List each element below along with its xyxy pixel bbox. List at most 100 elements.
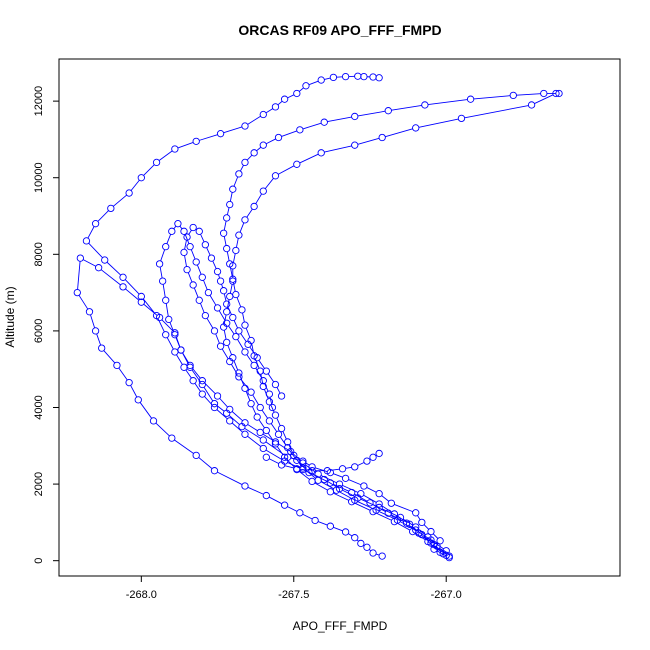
data-point	[256, 367, 264, 375]
chart-title: ORCAS RF09 APO_FFF_FMPD	[238, 22, 441, 38]
data-point	[317, 76, 325, 84]
data-point	[445, 552, 453, 560]
data-point	[375, 449, 383, 458]
data-point	[226, 292, 234, 301]
data-point	[268, 403, 277, 412]
data-point	[216, 342, 225, 350]
data-point	[308, 477, 316, 486]
data-point	[540, 89, 548, 98]
data-point	[210, 400, 219, 408]
series-line	[184, 228, 442, 553]
data-point	[412, 124, 420, 132]
data-point	[235, 231, 243, 239]
data-point	[366, 499, 374, 507]
data-point	[159, 277, 167, 285]
data-point	[229, 275, 237, 283]
data-point	[378, 552, 386, 560]
plot-frame	[58, 58, 621, 577]
data-point	[341, 474, 350, 482]
data-point	[314, 476, 322, 484]
data-point	[229, 354, 237, 362]
data-point	[235, 170, 243, 178]
data-point	[360, 482, 368, 490]
x-axis-label: APO_FFF_FMPD	[293, 619, 388, 633]
data-point	[271, 103, 280, 111]
y-tick-label: 12000	[33, 86, 45, 117]
data-point	[134, 396, 142, 404]
data-point	[271, 438, 280, 446]
data-point	[238, 306, 246, 314]
data-point	[229, 185, 237, 193]
data-point	[235, 327, 243, 335]
x-axis: -268.0 -267.5 -267.0	[126, 576, 462, 601]
data-point	[412, 509, 420, 517]
data-point	[375, 74, 383, 82]
y-tick-label: 6000	[33, 319, 45, 343]
data-point	[280, 95, 289, 103]
series-6	[219, 89, 563, 555]
data-point	[219, 287, 228, 295]
plot-area	[73, 72, 563, 562]
data-point	[436, 537, 444, 545]
series-4	[180, 223, 447, 558]
data-point	[226, 417, 234, 425]
data-point	[369, 453, 377, 461]
data-point	[375, 500, 383, 508]
data-point	[152, 158, 161, 167]
data-point	[137, 298, 145, 306]
data-point	[326, 479, 334, 487]
data-point	[82, 237, 91, 245]
data-point	[259, 436, 267, 444]
x-tick-label: -268.0	[126, 589, 157, 601]
data-point	[412, 526, 420, 534]
data-point	[195, 227, 203, 235]
data-point	[247, 336, 255, 345]
data-point	[259, 187, 267, 195]
data-point	[332, 486, 341, 494]
data-point	[152, 311, 161, 320]
data-point	[162, 296, 170, 304]
data-point	[271, 411, 280, 419]
data-point	[125, 189, 133, 197]
data-point	[250, 352, 258, 360]
data-point	[280, 453, 289, 461]
data-point	[207, 254, 216, 262]
y-tick-label: 10000	[33, 162, 45, 193]
data-point	[405, 520, 414, 528]
data-point	[210, 327, 219, 335]
data-point	[351, 496, 359, 504]
data-point	[241, 122, 249, 130]
data-point	[137, 174, 145, 182]
data-point	[323, 467, 331, 475]
data-point	[256, 428, 264, 437]
data-point	[384, 509, 392, 517]
data-point	[250, 361, 258, 370]
data-point	[262, 491, 270, 500]
data-point	[216, 277, 225, 285]
data-point	[280, 501, 289, 509]
data-point	[427, 527, 435, 536]
series-line	[223, 93, 556, 550]
data-point	[262, 367, 270, 375]
data-point	[201, 311, 210, 320]
data-point	[259, 377, 267, 385]
data-point	[73, 288, 81, 297]
data-point	[296, 126, 304, 134]
data-point	[241, 384, 249, 392]
data-point	[351, 112, 359, 121]
data-point	[192, 451, 200, 460]
data-point	[76, 254, 84, 262]
data-point	[290, 451, 298, 460]
y-axis-label: Altitude (m)	[3, 286, 17, 347]
data-point	[375, 490, 383, 498]
data-point	[284, 438, 292, 446]
data-point	[241, 348, 249, 356]
series-2	[82, 72, 453, 560]
data-point	[180, 248, 188, 257]
data-point	[293, 465, 301, 473]
data-point	[378, 133, 386, 142]
series-line	[77, 259, 447, 557]
data-point	[509, 91, 517, 100]
data-point	[101, 256, 109, 264]
data-point	[387, 499, 395, 507]
